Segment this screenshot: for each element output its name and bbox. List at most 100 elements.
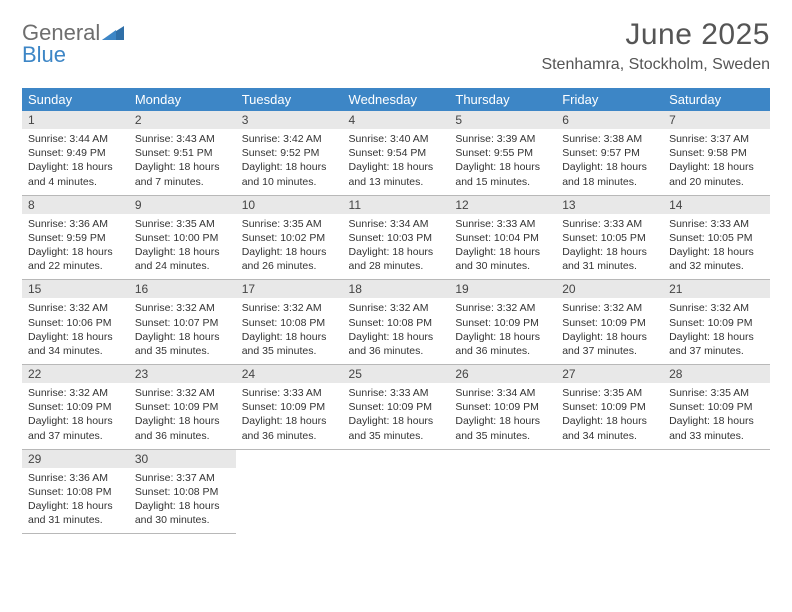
daylight-line: Daylight: 18 hours and 7 minutes. (135, 160, 230, 188)
sunset-line: Sunset: 9:57 PM (562, 146, 657, 160)
daylight-line: Daylight: 18 hours and 22 minutes. (28, 245, 123, 273)
sunrise-line: Sunrise: 3:37 AM (669, 132, 764, 146)
daylight-line: Daylight: 18 hours and 13 minutes. (349, 160, 444, 188)
sunset-line: Sunset: 10:09 PM (135, 400, 230, 414)
daylight-line: Daylight: 18 hours and 30 minutes. (135, 499, 230, 527)
day-number (449, 449, 556, 468)
day-cell: Sunrise: 3:34 AMSunset: 10:09 PMDaylight… (449, 383, 556, 449)
daylight-line: Daylight: 18 hours and 26 minutes. (242, 245, 337, 273)
sunrise-line: Sunrise: 3:32 AM (28, 301, 123, 315)
sunrise-line: Sunrise: 3:44 AM (28, 132, 123, 146)
day-number: 29 (22, 449, 129, 468)
sunset-line: Sunset: 10:06 PM (28, 316, 123, 330)
sunrise-line: Sunrise: 3:32 AM (562, 301, 657, 315)
sunset-line: Sunset: 10:08 PM (242, 316, 337, 330)
day-cell: Sunrise: 3:32 AMSunset: 10:09 PMDaylight… (22, 383, 129, 449)
day-cell: Sunrise: 3:38 AMSunset: 9:57 PMDaylight:… (556, 129, 663, 195)
day-cell: Sunrise: 3:32 AMSunset: 10:09 PMDaylight… (449, 298, 556, 364)
sunset-line: Sunset: 10:09 PM (562, 400, 657, 414)
sunset-line: Sunset: 9:52 PM (242, 146, 337, 160)
day-number: 20 (556, 280, 663, 299)
daylight-line: Daylight: 18 hours and 18 minutes. (562, 160, 657, 188)
day-cell: Sunrise: 3:36 AMSunset: 9:59 PMDaylight:… (22, 214, 129, 280)
daynum-row: 1234567 (22, 111, 770, 129)
content-row: Sunrise: 3:36 AMSunset: 9:59 PMDaylight:… (22, 214, 770, 280)
day-number: 5 (449, 111, 556, 129)
sunset-line: Sunset: 10:02 PM (242, 231, 337, 245)
content-row: Sunrise: 3:32 AMSunset: 10:09 PMDaylight… (22, 383, 770, 449)
day-cell: Sunrise: 3:34 AMSunset: 10:03 PMDaylight… (343, 214, 450, 280)
day-cell: Sunrise: 3:42 AMSunset: 9:52 PMDaylight:… (236, 129, 343, 195)
day-cell: Sunrise: 3:35 AMSunset: 10:09 PMDaylight… (663, 383, 770, 449)
day-number: 28 (663, 365, 770, 384)
daylight-line: Daylight: 18 hours and 34 minutes. (28, 330, 123, 358)
daylight-line: Daylight: 18 hours and 37 minutes. (28, 414, 123, 442)
sunrise-line: Sunrise: 3:32 AM (135, 301, 230, 315)
day-number: 30 (129, 449, 236, 468)
weekday-tuesday: Tuesday (236, 88, 343, 111)
weekday-wednesday: Wednesday (343, 88, 450, 111)
day-cell: Sunrise: 3:44 AMSunset: 9:49 PMDaylight:… (22, 129, 129, 195)
daylight-line: Daylight: 18 hours and 35 minutes. (135, 330, 230, 358)
month-title: June 2025 (541, 18, 770, 52)
day-cell: Sunrise: 3:33 AMSunset: 10:05 PMDaylight… (556, 214, 663, 280)
day-cell: Sunrise: 3:32 AMSunset: 10:09 PMDaylight… (129, 383, 236, 449)
daylight-line: Daylight: 18 hours and 24 minutes. (135, 245, 230, 273)
sunset-line: Sunset: 10:08 PM (28, 485, 123, 499)
weekday-sunday: Sunday (22, 88, 129, 111)
sunset-line: Sunset: 9:49 PM (28, 146, 123, 160)
daylight-line: Daylight: 18 hours and 36 minutes. (455, 330, 550, 358)
logo-word-blue: Blue (22, 42, 66, 67)
day-number: 22 (22, 365, 129, 384)
daylight-line: Daylight: 18 hours and 37 minutes. (669, 330, 764, 358)
weekday-friday: Friday (556, 88, 663, 111)
day-number: 13 (556, 195, 663, 214)
daylight-line: Daylight: 18 hours and 36 minutes. (242, 414, 337, 442)
day-number: 23 (129, 365, 236, 384)
daylight-line: Daylight: 18 hours and 20 minutes. (669, 160, 764, 188)
day-cell: Sunrise: 3:40 AMSunset: 9:54 PMDaylight:… (343, 129, 450, 195)
day-cell (449, 468, 556, 534)
day-number: 18 (343, 280, 450, 299)
sunset-line: Sunset: 10:09 PM (455, 316, 550, 330)
daylight-line: Daylight: 18 hours and 35 minutes. (349, 414, 444, 442)
day-number (236, 449, 343, 468)
daylight-line: Daylight: 18 hours and 4 minutes. (28, 160, 123, 188)
day-cell: Sunrise: 3:35 AMSunset: 10:00 PMDaylight… (129, 214, 236, 280)
daylight-line: Daylight: 18 hours and 10 minutes. (242, 160, 337, 188)
day-cell (556, 468, 663, 534)
day-number: 12 (449, 195, 556, 214)
day-cell: Sunrise: 3:37 AMSunset: 9:58 PMDaylight:… (663, 129, 770, 195)
daylight-line: Daylight: 18 hours and 35 minutes. (455, 414, 550, 442)
day-cell (343, 468, 450, 534)
sunrise-line: Sunrise: 3:43 AM (135, 132, 230, 146)
day-number: 7 (663, 111, 770, 129)
sunrise-line: Sunrise: 3:37 AM (135, 471, 230, 485)
day-number: 16 (129, 280, 236, 299)
day-cell: Sunrise: 3:33 AMSunset: 10:05 PMDaylight… (663, 214, 770, 280)
day-cell: Sunrise: 3:32 AMSunset: 10:09 PMDaylight… (663, 298, 770, 364)
sunrise-line: Sunrise: 3:32 AM (669, 301, 764, 315)
sunrise-line: Sunrise: 3:33 AM (242, 386, 337, 400)
day-number: 17 (236, 280, 343, 299)
day-number: 1 (22, 111, 129, 129)
sunset-line: Sunset: 10:05 PM (669, 231, 764, 245)
logo-triangle-icon (102, 27, 124, 44)
daylight-line: Daylight: 18 hours and 15 minutes. (455, 160, 550, 188)
calendar-table: Sunday Monday Tuesday Wednesday Thursday… (22, 88, 770, 534)
logo-text: General Blue (22, 22, 124, 66)
day-number: 8 (22, 195, 129, 214)
day-cell: Sunrise: 3:39 AMSunset: 9:55 PMDaylight:… (449, 129, 556, 195)
day-cell: Sunrise: 3:36 AMSunset: 10:08 PMDaylight… (22, 468, 129, 534)
sunset-line: Sunset: 10:00 PM (135, 231, 230, 245)
sunrise-line: Sunrise: 3:35 AM (562, 386, 657, 400)
sunrise-line: Sunrise: 3:34 AM (349, 217, 444, 231)
day-number: 15 (22, 280, 129, 299)
day-cell: Sunrise: 3:32 AMSunset: 10:08 PMDaylight… (236, 298, 343, 364)
sunset-line: Sunset: 10:03 PM (349, 231, 444, 245)
day-cell: Sunrise: 3:37 AMSunset: 10:08 PMDaylight… (129, 468, 236, 534)
header: General Blue June 2025 Stenhamra, Stockh… (22, 18, 770, 74)
day-number: 9 (129, 195, 236, 214)
day-cell: Sunrise: 3:35 AMSunset: 10:02 PMDaylight… (236, 214, 343, 280)
sunset-line: Sunset: 10:04 PM (455, 231, 550, 245)
